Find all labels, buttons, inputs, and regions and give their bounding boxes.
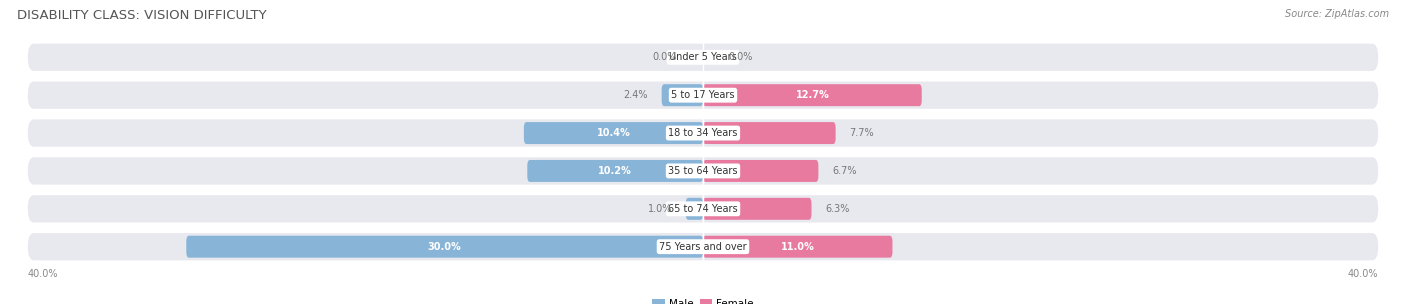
Text: 40.0%: 40.0% xyxy=(1348,269,1378,279)
Text: 30.0%: 30.0% xyxy=(427,242,461,252)
FancyBboxPatch shape xyxy=(28,44,1378,71)
Text: 12.7%: 12.7% xyxy=(796,90,830,100)
Text: 10.2%: 10.2% xyxy=(599,166,633,176)
Text: 75 Years and over: 75 Years and over xyxy=(659,242,747,252)
FancyBboxPatch shape xyxy=(28,81,1378,109)
Text: 1.0%: 1.0% xyxy=(648,204,672,214)
FancyBboxPatch shape xyxy=(703,198,811,220)
FancyBboxPatch shape xyxy=(28,119,1378,147)
Text: 0.0%: 0.0% xyxy=(728,52,754,62)
FancyBboxPatch shape xyxy=(686,198,703,220)
FancyBboxPatch shape xyxy=(703,122,835,144)
Text: Source: ZipAtlas.com: Source: ZipAtlas.com xyxy=(1285,9,1389,19)
Text: 40.0%: 40.0% xyxy=(28,269,58,279)
Text: 5 to 17 Years: 5 to 17 Years xyxy=(671,90,735,100)
FancyBboxPatch shape xyxy=(703,236,893,258)
Text: Under 5 Years: Under 5 Years xyxy=(669,52,737,62)
FancyBboxPatch shape xyxy=(186,236,703,258)
Text: 2.4%: 2.4% xyxy=(623,90,648,100)
FancyBboxPatch shape xyxy=(527,160,703,182)
Text: 0.0%: 0.0% xyxy=(652,52,678,62)
Text: 65 to 74 Years: 65 to 74 Years xyxy=(668,204,738,214)
FancyBboxPatch shape xyxy=(703,160,818,182)
Text: 7.7%: 7.7% xyxy=(849,128,875,138)
Text: 6.7%: 6.7% xyxy=(832,166,856,176)
FancyBboxPatch shape xyxy=(703,84,922,106)
Legend: Male, Female: Male, Female xyxy=(648,295,758,304)
FancyBboxPatch shape xyxy=(28,233,1378,260)
FancyBboxPatch shape xyxy=(28,157,1378,185)
Text: 6.3%: 6.3% xyxy=(825,204,849,214)
FancyBboxPatch shape xyxy=(28,195,1378,223)
Text: 10.4%: 10.4% xyxy=(596,128,630,138)
Text: 35 to 64 Years: 35 to 64 Years xyxy=(668,166,738,176)
FancyBboxPatch shape xyxy=(524,122,703,144)
FancyBboxPatch shape xyxy=(662,84,703,106)
Text: 11.0%: 11.0% xyxy=(780,242,814,252)
Text: 18 to 34 Years: 18 to 34 Years xyxy=(668,128,738,138)
Text: DISABILITY CLASS: VISION DIFFICULTY: DISABILITY CLASS: VISION DIFFICULTY xyxy=(17,9,267,22)
